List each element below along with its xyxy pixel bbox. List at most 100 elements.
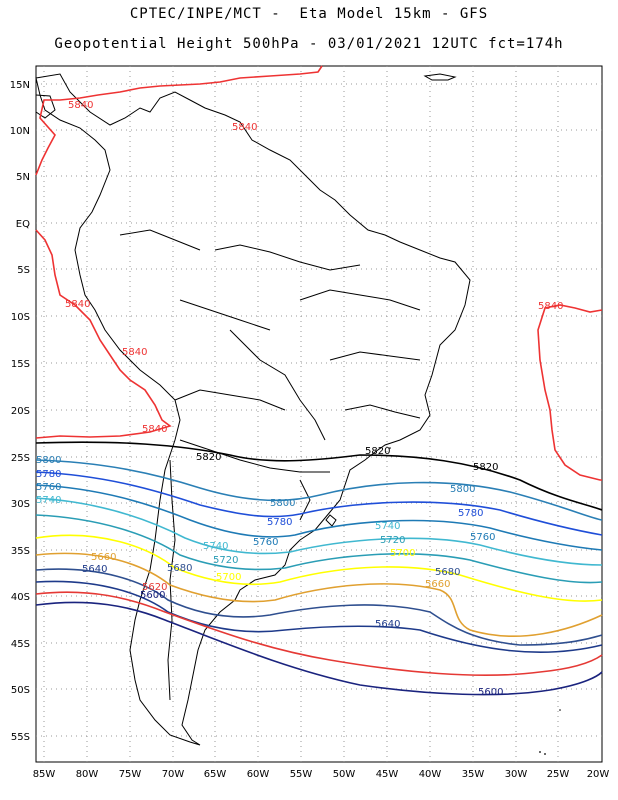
lat-label: 50S	[11, 685, 30, 696]
lagoon	[325, 514, 337, 527]
lon-label: 20W	[587, 769, 610, 780]
contour-5840	[35, 229, 172, 439]
contour-label: 5840	[232, 122, 257, 133]
contour-label: 5780	[267, 517, 292, 528]
country-border	[344, 404, 421, 419]
contour-label: 5780	[458, 508, 483, 519]
contour-5600	[35, 601, 603, 696]
map-title-line1: CPTEC/INPE/MCT - Eta Model 15km - GFS	[129, 6, 489, 22]
lat-label: 10N	[10, 126, 30, 137]
contour-5780	[35, 471, 603, 536]
central-america-coast	[35, 94, 56, 119]
lon-label: 45W	[376, 769, 399, 780]
contour-label: 5740	[36, 495, 61, 506]
country-border	[329, 351, 421, 361]
contour-label: 5760	[36, 482, 61, 493]
contour-label: 5800	[270, 498, 295, 509]
country-border	[119, 229, 201, 251]
lon-label: 75W	[119, 769, 142, 780]
lon-label: 70W	[162, 769, 185, 780]
contour-5840	[35, 65, 323, 176]
country-border	[299, 289, 421, 311]
contour-label: 5840	[68, 100, 93, 111]
contour-5840	[537, 304, 603, 481]
contour-5720	[35, 514, 603, 584]
contour-label: 5660	[425, 579, 450, 590]
height-contours	[35, 65, 603, 696]
lon-label: 60W	[247, 769, 270, 780]
contour-label: 5640	[82, 564, 107, 575]
country-border	[229, 329, 326, 441]
lon-label: 35W	[462, 769, 485, 780]
contour-label: 5700	[390, 548, 415, 559]
lat-label: 10S	[11, 312, 30, 323]
lon-label: 65W	[204, 769, 227, 780]
lon-label: 50W	[333, 769, 356, 780]
contour-5660	[35, 552, 603, 637]
longitude-labels: 85W 80W 75W 70W 65W 60W 55W 50W 45W 40W …	[33, 769, 610, 780]
contour-label: 5740	[203, 541, 228, 552]
contour-5620	[35, 591, 603, 677]
lon-label: 25W	[547, 769, 570, 780]
contour-5800	[35, 459, 603, 521]
contour-label: 5840	[142, 424, 167, 435]
contour-label: 5760	[470, 532, 495, 543]
contour-5760	[35, 484, 603, 551]
contour-label: 5600	[140, 590, 165, 601]
contour-5640	[35, 580, 603, 653]
lat-label: 25S	[11, 453, 30, 464]
contour-5700	[35, 534, 603, 602]
contour-label: 5760	[253, 537, 278, 548]
lat-label: 30S	[11, 499, 30, 510]
contour-label: 5640	[375, 619, 400, 630]
contour-label: 5680	[167, 563, 192, 574]
country-border	[167, 459, 176, 701]
country-border	[214, 244, 361, 271]
island-dots	[389, 447, 561, 755]
contour-label: 5820	[196, 452, 221, 463]
contour-label: 5840	[538, 301, 563, 312]
country-border	[174, 389, 286, 411]
coastlines	[35, 73, 471, 746]
contour-label: 5720	[380, 535, 405, 546]
contour-label: 5680	[435, 567, 460, 578]
contour-label: 5620	[142, 582, 167, 593]
contour-labels: 5840 5840 5840 5840 5840 5840 5820 5820 …	[36, 100, 563, 698]
contour-label: 5700	[216, 572, 241, 583]
lat-label: EQ	[16, 219, 30, 230]
lat-label: 15S	[11, 359, 30, 370]
lat-label: 40S	[11, 592, 30, 603]
lon-label: 55W	[290, 769, 313, 780]
contour-label: 5840	[122, 347, 147, 358]
map-title-line2: Geopotential Height 500hPa - 03/01/2021 …	[54, 36, 564, 52]
lon-label: 85W	[33, 769, 56, 780]
lat-label: 55S	[11, 732, 30, 743]
lat-label: 5S	[17, 265, 30, 276]
country-border	[179, 299, 271, 331]
contour-label: 5740	[375, 521, 400, 532]
contour-label: 5720	[213, 555, 238, 566]
contour-5820	[35, 441, 603, 511]
lon-label: 40W	[419, 769, 442, 780]
latitude-labels: 15N 10N 5N EQ 5S 10S 15S 20S 25S 30S 35S…	[10, 80, 30, 743]
contour-label: 5820	[365, 446, 390, 457]
contour-5740	[35, 497, 603, 566]
contour-5680	[35, 568, 603, 646]
contour-label: 5600	[478, 687, 503, 698]
lat-label: 35S	[11, 546, 30, 557]
lat-label: 20S	[11, 406, 30, 417]
lon-label: 80W	[76, 769, 99, 780]
lat-label: 5N	[16, 172, 30, 183]
south-america-coast	[35, 73, 471, 746]
lat-label: 15N	[10, 80, 30, 91]
contour-label: 5840	[65, 299, 90, 310]
contour-label: 5800	[450, 484, 475, 495]
caribbean-island	[423, 73, 457, 81]
contour-label: 5780	[36, 469, 61, 480]
contour-label: 5820	[473, 462, 498, 473]
lon-label: 30W	[505, 769, 528, 780]
contour-label: 5800	[36, 455, 61, 466]
country-border	[179, 439, 330, 473]
contour-label: 5660	[91, 552, 116, 563]
